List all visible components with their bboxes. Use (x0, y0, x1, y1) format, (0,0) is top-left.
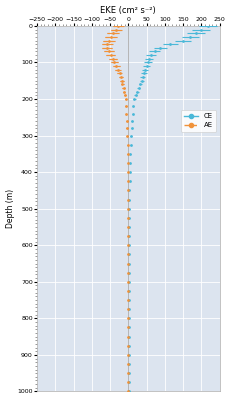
Y-axis label: Depth (m): Depth (m) (6, 189, 15, 228)
Legend: CE, AE: CE, AE (181, 110, 216, 132)
Title: EKE (cm² s⁻²): EKE (cm² s⁻²) (100, 6, 156, 14)
